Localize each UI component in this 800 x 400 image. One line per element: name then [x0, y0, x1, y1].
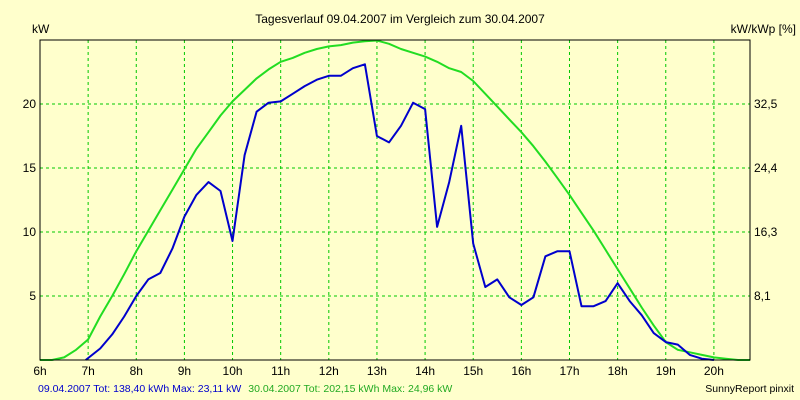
- x-tick-label: 7h: [81, 364, 94, 378]
- x-tick-label: 15h: [463, 364, 483, 378]
- series-line-2: [40, 39, 750, 361]
- y-axis-ticks-right: 8,1 16,3 24,4 32,5: [754, 97, 778, 303]
- series-layer: [40, 39, 750, 361]
- x-tick-label: 19h: [656, 364, 676, 378]
- x-tick-label: 14h: [415, 364, 435, 378]
- series-2-summary: 30.04.2007 Tot: 202,15 kWh Max: 24,96 kW: [248, 383, 452, 395]
- y-axis-label-right: kW/kWp [%]: [731, 22, 796, 36]
- series-line-1: [85, 63, 715, 361]
- x-tick-label: 12h: [319, 364, 339, 378]
- y-tick-label-left: 20: [23, 97, 37, 111]
- y-tick-label-right: 16,3: [754, 225, 778, 239]
- x-tick-label: 11h: [271, 364, 290, 378]
- series-1-summary: 09.04.2007 Tot: 138,40 kWh Max: 23,11 kW: [38, 383, 241, 395]
- y-tick-label-right: 32,5: [754, 97, 778, 111]
- x-tick-label: 8h: [130, 364, 143, 378]
- y-tick-label-right: 8,1: [754, 289, 771, 303]
- y-tick-label-right: 24,4: [754, 161, 778, 175]
- y-axis-label-left: kW: [32, 22, 50, 36]
- x-tick-label: 13h: [367, 364, 387, 378]
- grid: [40, 40, 750, 360]
- x-axis-ticks: 6h 7h 8h 9h 10h 11h 12h 13h 14h 15h 16h 17h 18h 19h 20…: [33, 364, 724, 378]
- x-tick-label: 20h: [704, 364, 724, 378]
- chart-title: Tagesverlauf 09.04.2007 im Vergleich zum…: [255, 12, 545, 26]
- x-tick-label: 16h: [511, 364, 531, 378]
- credit: SunnyReport pinxit: [705, 383, 794, 395]
- y-tick-label-left: 10: [23, 225, 37, 239]
- x-tick-label: 6h: [33, 364, 46, 378]
- x-tick-label: 18h: [608, 364, 628, 378]
- x-tick-label: 9h: [178, 364, 191, 378]
- footer-summary: 09.04.2007 Tot: 138,40 kWh Max: 23,11 kW…: [38, 383, 452, 395]
- plot-area-border: [39, 39, 751, 361]
- x-tick-label: 10h: [223, 364, 243, 378]
- y-axis-ticks-left: 5 10 15 20: [23, 97, 37, 303]
- x-tick-label: 17h: [559, 364, 579, 378]
- y-tick-label-left: 15: [23, 161, 37, 175]
- y-tick-label-left: 5: [29, 289, 36, 303]
